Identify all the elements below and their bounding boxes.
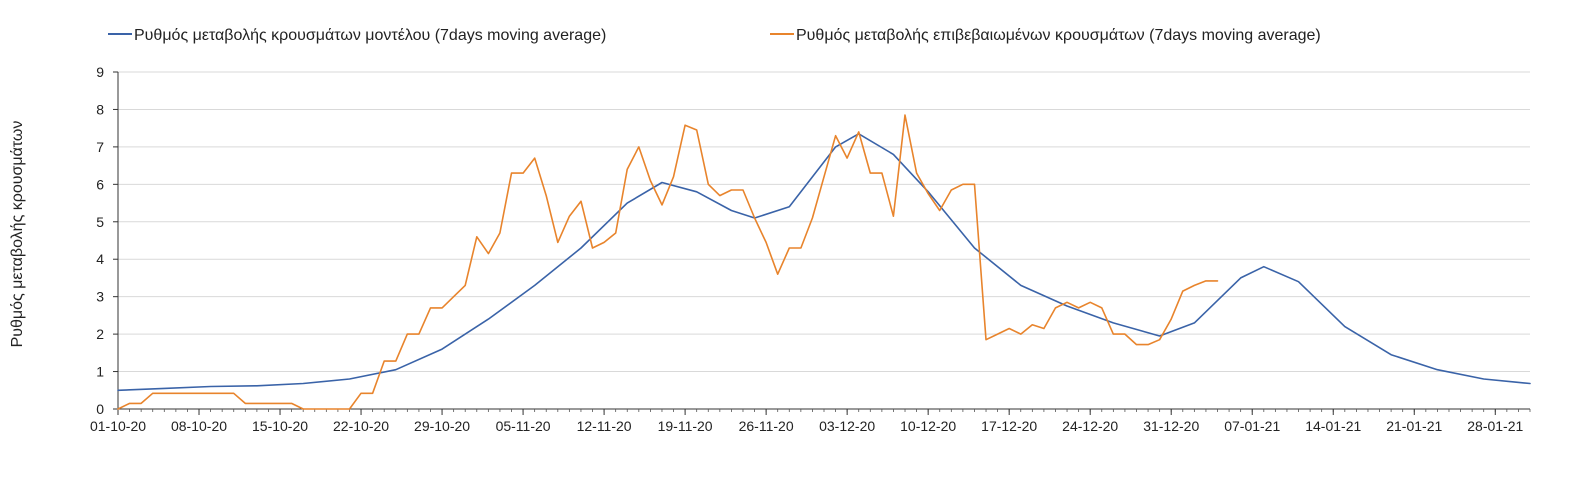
x-tick-label: 12-11-20 [577, 418, 632, 434]
x-tick-label: 21-01-21 [1386, 418, 1442, 434]
y-tick-label: 7 [96, 139, 104, 155]
x-tick-label: 10-12-20 [900, 418, 956, 434]
y-axis-title: Ρυθμός μεταβολής κρουσμάτων [9, 121, 26, 348]
x-tick-label: 22-10-20 [333, 418, 389, 434]
x-tick-label: 24-12-20 [1062, 418, 1118, 434]
y-tick-label: 1 [96, 364, 104, 380]
grid [118, 71, 1530, 373]
x-tick-label: 03-12-20 [819, 418, 875, 434]
y-tick-label: 3 [96, 289, 104, 305]
x-tick-label: 14-01-21 [1305, 418, 1361, 434]
y-tick-label: 0 [96, 401, 104, 417]
x-tick-label: 29-10-20 [414, 418, 470, 434]
x-tick-label: 07-01-21 [1224, 418, 1280, 434]
x-tick-label: 19-11-20 [658, 418, 713, 434]
x-tick-label: 05-11-20 [496, 418, 551, 434]
x-tick-label: 01-10-20 [90, 418, 146, 434]
x-tick-label: 15-10-20 [252, 418, 308, 434]
series-line-2 [117, 114, 1219, 410]
series-line-1 [117, 133, 1531, 392]
y-tick-label: 6 [96, 176, 104, 192]
y-tick-label: 5 [96, 214, 104, 230]
x-tick-label: 17-12-20 [981, 418, 1037, 434]
legend-label-2: Ρυθμός μεταβολής επιβεβαιωμένων κρουσμάτ… [796, 27, 1321, 44]
x-tick-label: 31-12-20 [1143, 418, 1199, 434]
series [117, 114, 1531, 410]
x-tick-label: 28-01-21 [1467, 418, 1523, 434]
y-tick-label: 4 [96, 251, 104, 267]
legend: Ρυθμός μεταβολής κρουσμάτων μοντέλου (7d… [108, 27, 1321, 44]
y-tick-label: 8 [96, 101, 104, 117]
x-tick-label: 26-11-20 [739, 418, 794, 434]
axes: 0 1 2 3 4 5 6 7 8 9 01-10-20 08-10-20 15-10-20 22-10-… [90, 64, 1531, 434]
x-tick-label: 08-10-20 [171, 418, 227, 434]
y-tick-label: 2 [96, 326, 104, 342]
legend-label-1: Ρυθμός μεταβολής κρουσμάτων μοντέλου (7d… [134, 27, 606, 44]
y-tick-label: 9 [96, 64, 104, 80]
